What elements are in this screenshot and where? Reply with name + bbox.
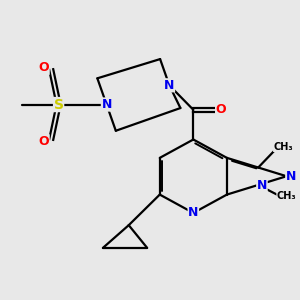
Text: N: N — [188, 206, 199, 219]
Text: O: O — [38, 61, 49, 74]
Text: CH₃: CH₃ — [277, 191, 296, 201]
Text: N: N — [286, 170, 296, 183]
Text: N: N — [257, 179, 267, 192]
Text: N: N — [164, 79, 175, 92]
Text: S: S — [54, 98, 64, 112]
Text: O: O — [216, 103, 226, 116]
Text: O: O — [38, 135, 49, 148]
Text: N: N — [101, 98, 112, 111]
Text: CH₃: CH₃ — [274, 142, 293, 152]
